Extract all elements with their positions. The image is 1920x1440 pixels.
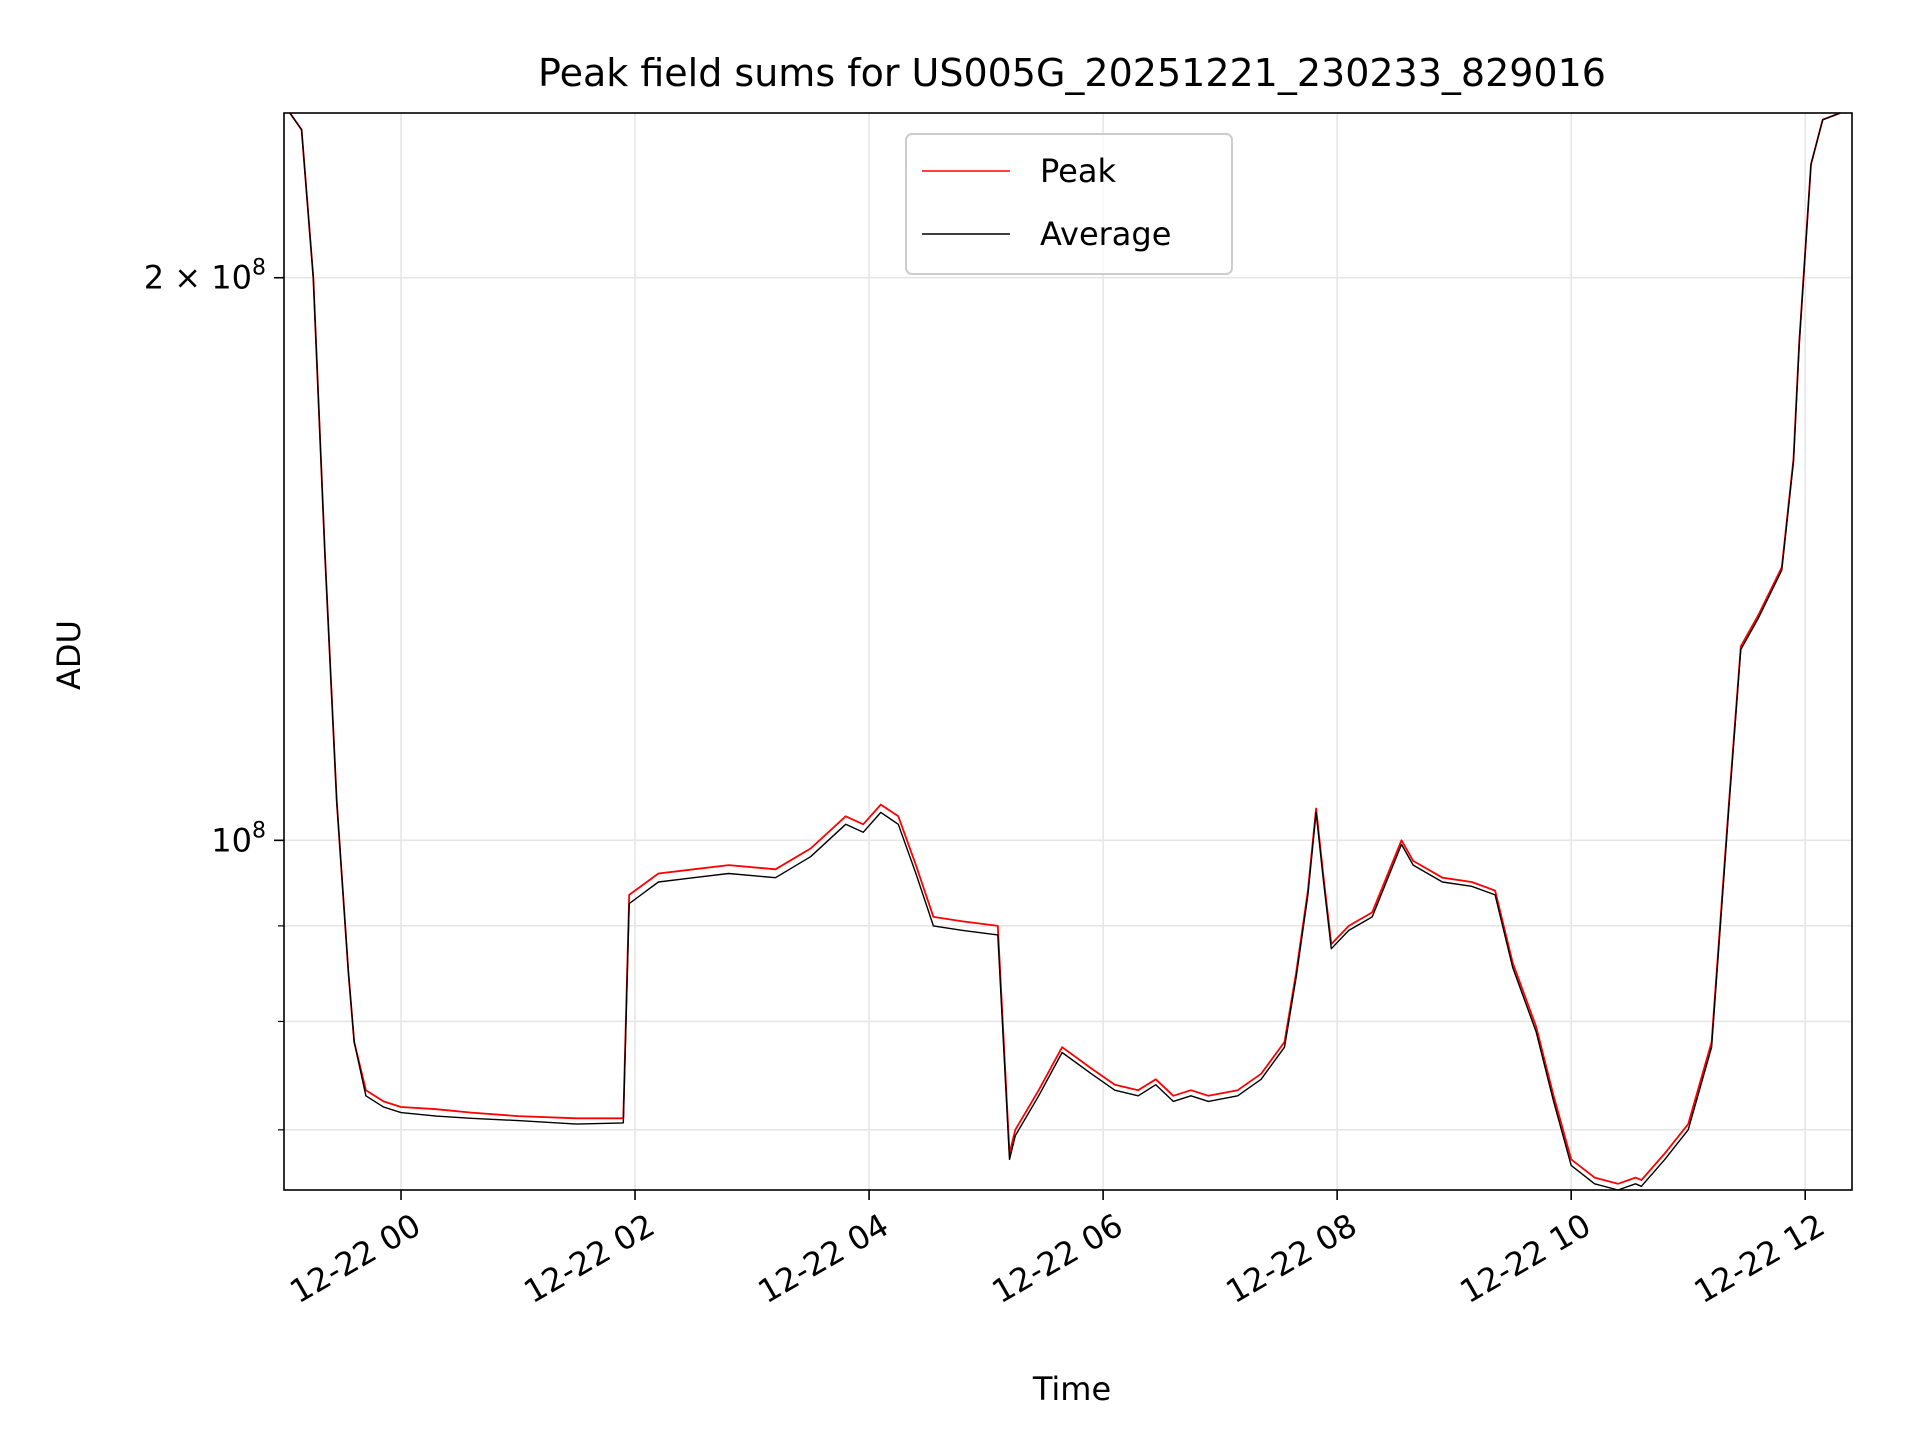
- y-axis-label: ADU: [50, 620, 88, 690]
- legend: Peak Average: [905, 133, 1233, 275]
- x-tick-label: 12-22 02: [517, 1206, 661, 1311]
- x-axis-label: Time: [1032, 1370, 1111, 1408]
- chart-title: Peak field sums for US005G_20251221_2302…: [538, 51, 1606, 95]
- series-line-peak: [289, 112, 1841, 1185]
- legend-label-average: Average: [1040, 215, 1171, 253]
- x-tick-label: 12-22 04: [751, 1206, 895, 1311]
- x-axis: 12-22 00 12-22 02 12-22 04 12-22 06 12-22 08…: [283, 1190, 1831, 1311]
- x-tick-label: 12-22 06: [986, 1206, 1130, 1311]
- y-tick-label: 2 × 108: [144, 256, 266, 297]
- x-tick-label: 12-22 08: [1220, 1206, 1364, 1311]
- grid: [284, 113, 1852, 1190]
- x-tick-label: 12-22 00: [283, 1206, 427, 1311]
- y-axis: 108 2 × 108: [144, 256, 284, 1131]
- legend-label-peak: Peak: [1040, 152, 1116, 190]
- legend-box: [905, 133, 1233, 275]
- series-layer: [289, 112, 1841, 1191]
- x-tick-label: 12-22 12: [1688, 1206, 1832, 1311]
- series-line-average: [289, 112, 1841, 1191]
- y-tick-label: 108: [211, 818, 266, 859]
- x-tick-label: 12-22 10: [1454, 1206, 1598, 1311]
- plot-frame: [283, 112, 1853, 1191]
